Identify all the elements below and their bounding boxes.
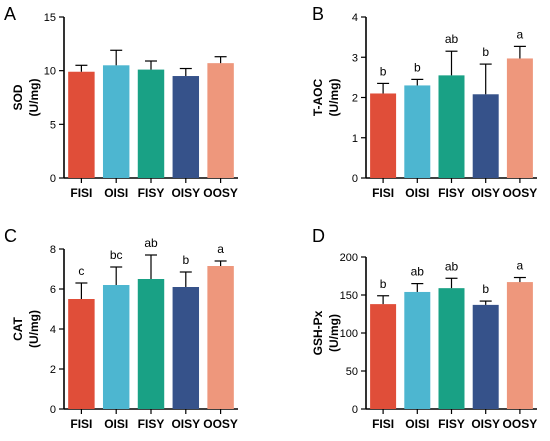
y-tick-label: 8 bbox=[50, 244, 56, 256]
x-tick-label: OISY bbox=[471, 186, 500, 200]
y-tick-label: 5 bbox=[50, 119, 56, 131]
y-tick-label: 15 bbox=[44, 12, 56, 24]
panel-letter: D bbox=[312, 226, 325, 246]
y-tick-label: 3 bbox=[352, 52, 358, 64]
x-tick-label: OOSY bbox=[203, 186, 238, 200]
y-axis-unit: (U/mg) bbox=[27, 310, 41, 348]
bar-oisi bbox=[404, 291, 431, 409]
y-tick-label: 200 bbox=[340, 252, 358, 264]
bar-oisy bbox=[172, 287, 200, 409]
panel-b: B T-AOC (U/mg) 0 1 2 3 4 b FISI b OISI ab FISY b OISY a O… bbox=[311, 4, 537, 200]
y-tick-label: 150 bbox=[340, 290, 358, 302]
x-tick-label: FISY bbox=[438, 186, 465, 200]
y-axis-unit: (U/mg) bbox=[327, 79, 341, 117]
significance-letter: b bbox=[380, 277, 387, 291]
bar-fisy bbox=[137, 69, 165, 178]
bar-oisi bbox=[102, 65, 130, 178]
bar-fisy bbox=[438, 75, 465, 178]
y-tick-label: 2 bbox=[50, 364, 56, 376]
panel-letter: A bbox=[4, 4, 16, 24]
y-tick-label: 0 bbox=[352, 173, 358, 185]
x-tick-label: OISY bbox=[171, 417, 200, 431]
bar-oosy bbox=[207, 266, 234, 409]
panel-a: A SOD (U/mg) 0 5 10 15 FISI OISI FISY OISY OOSY bbox=[4, 4, 238, 200]
y-tick-label: 0 bbox=[50, 173, 56, 185]
significance-letter: a bbox=[517, 27, 524, 41]
y-axis-label: T-AOC bbox=[311, 79, 325, 117]
x-tick-label: OISY bbox=[471, 417, 500, 431]
significance-letter: a bbox=[517, 259, 524, 273]
y-tick-label: 10 bbox=[44, 66, 56, 78]
x-tick-label: OISI bbox=[405, 417, 429, 431]
x-tick-label: OISY bbox=[171, 186, 200, 200]
bar-fisy bbox=[137, 279, 165, 409]
x-tick-label: OISI bbox=[104, 186, 128, 200]
x-tick-label: OOSY bbox=[203, 417, 238, 431]
y-tick-label: 1 bbox=[352, 133, 358, 145]
bar-oisi bbox=[404, 85, 431, 178]
y-axis-label: GSH-Px bbox=[311, 310, 325, 355]
bar-fisi bbox=[370, 93, 397, 178]
significance-letter: ab bbox=[445, 259, 459, 273]
y-tick-label: 0 bbox=[50, 404, 56, 416]
significance-letter: ab bbox=[445, 32, 459, 46]
bar-oisy bbox=[472, 304, 499, 409]
x-tick-label: FISI bbox=[70, 186, 92, 200]
significance-letter: b bbox=[482, 282, 489, 296]
y-axis-label: SOD bbox=[11, 84, 25, 110]
y-tick-label: 100 bbox=[340, 328, 358, 340]
x-tick-label: FISY bbox=[438, 417, 465, 431]
significance-letter: a bbox=[217, 242, 224, 256]
y-axis-label: CAT bbox=[11, 316, 25, 340]
bar-fisy bbox=[438, 288, 465, 409]
x-tick-label: FISI bbox=[372, 417, 394, 431]
significance-letter: ab bbox=[144, 236, 158, 250]
bar-oisy bbox=[472, 94, 499, 178]
bar-oosy bbox=[207, 63, 234, 178]
panel-c: C CAT (U/mg) 0 2 4 6 8 c FISI bc OISI ab FISY b OISY a OO… bbox=[4, 226, 238, 431]
significance-letter: b bbox=[414, 60, 421, 74]
significance-letter: ab bbox=[411, 265, 425, 279]
bar-oisy bbox=[172, 76, 200, 178]
y-tick-label: 4 bbox=[352, 12, 358, 24]
y-tick-label: 50 bbox=[346, 366, 358, 378]
y-tick-label: 2 bbox=[352, 93, 358, 105]
significance-letter: b bbox=[182, 253, 189, 267]
bar-fisi bbox=[68, 299, 95, 409]
bar-fisi bbox=[370, 304, 397, 409]
x-tick-label: OISI bbox=[104, 417, 128, 431]
y-tick-label: 6 bbox=[50, 284, 56, 296]
panel-letter: C bbox=[4, 226, 17, 246]
y-tick-label: 4 bbox=[50, 324, 56, 336]
x-tick-label: FISY bbox=[138, 417, 165, 431]
significance-letter: c bbox=[78, 264, 84, 278]
x-tick-label: FISI bbox=[372, 186, 394, 200]
bar-fisi bbox=[68, 71, 95, 178]
significance-letter: b bbox=[380, 64, 387, 78]
significance-letter: bc bbox=[110, 248, 123, 262]
significance-letter: b bbox=[482, 45, 489, 59]
x-tick-label: OOSY bbox=[503, 417, 538, 431]
y-tick-label: 0 bbox=[352, 404, 358, 416]
y-axis-unit: (U/mg) bbox=[27, 79, 41, 117]
bar-oosy bbox=[506, 282, 533, 409]
y-axis-unit: (U/mg) bbox=[327, 314, 341, 352]
panel-letter: B bbox=[312, 4, 324, 24]
bar-oisi bbox=[102, 285, 130, 409]
x-tick-label: FISY bbox=[138, 186, 165, 200]
x-tick-label: FISI bbox=[70, 417, 92, 431]
bar-oosy bbox=[506, 58, 533, 178]
x-tick-label: OISI bbox=[405, 186, 429, 200]
x-tick-label: OOSY bbox=[503, 186, 538, 200]
